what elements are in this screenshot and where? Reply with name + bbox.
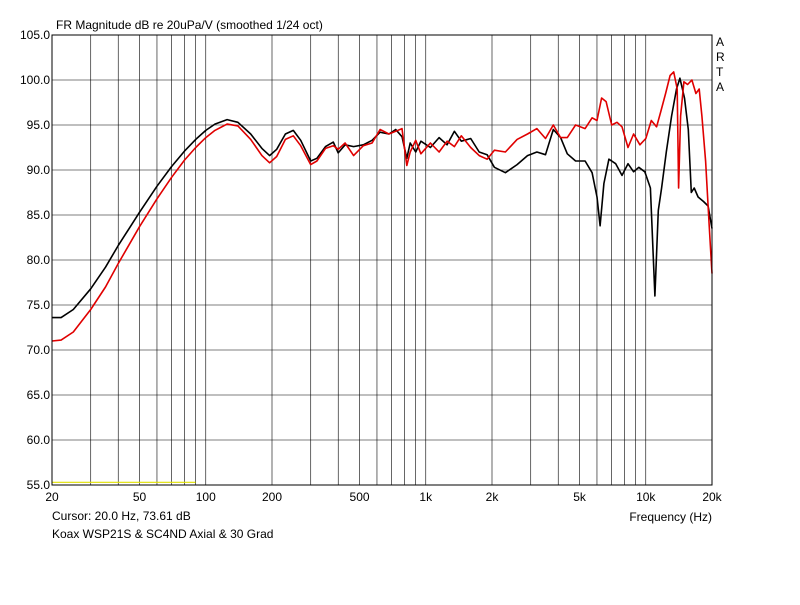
- series-layer: [51, 71, 713, 483]
- grid: [52, 35, 712, 485]
- measurement-caption: Koax WSP21S & SC4ND Axial & 30 Grad: [52, 527, 274, 541]
- x-axis-label: Frequency (Hz): [629, 510, 712, 524]
- series-line-1: [52, 77, 713, 319]
- x-tick-label: 500: [350, 490, 370, 504]
- watermark-letter: R: [716, 50, 725, 64]
- x-tick-label: 200: [262, 490, 282, 504]
- y-tick-label: 60.0: [27, 433, 51, 447]
- y-tick-label: 70.0: [27, 343, 51, 357]
- x-tick-label: 1k: [419, 490, 433, 504]
- x-tick-label: 100: [196, 490, 216, 504]
- x-tick-label: 2k: [486, 490, 500, 504]
- cursor-readout: Cursor: 20.0 Hz, 73.61 dB: [52, 509, 191, 523]
- x-tick-label: 50: [133, 490, 147, 504]
- watermark-letter: A: [716, 80, 725, 94]
- x-tick-label: 10k: [636, 490, 656, 504]
- y-tick-label: 90.0: [27, 163, 51, 177]
- x-tick-label: 20: [45, 490, 59, 504]
- plot-frame: [51, 34, 713, 486]
- watermark-letter: A: [716, 35, 725, 49]
- series-line-2: [51, 71, 713, 342]
- x-axis-ticks: 20 50 100 200 500 1k 2k 5k 10k 20k: [45, 490, 722, 504]
- chart-title: FR Magnitude dB re 20uPa/V (smoothed 1/2…: [56, 18, 323, 32]
- y-axis-ticks: 105.0 100.0 95.0 90.0 85.0 80.0 75.0 70.0 65.0 60…: [20, 28, 50, 492]
- y-tick-label: 100.0: [20, 73, 50, 87]
- x-tick-label: 5k: [573, 490, 587, 504]
- y-tick-label: 95.0: [27, 118, 51, 132]
- y-tick-label: 75.0: [27, 298, 51, 312]
- y-tick-label: 105.0: [20, 28, 50, 42]
- x-tick-label: 20k: [702, 490, 722, 504]
- watermark-letter: T: [716, 65, 724, 79]
- y-tick-label: 80.0: [27, 253, 51, 267]
- y-tick-label: 85.0: [27, 208, 51, 222]
- y-tick-label: 65.0: [27, 388, 51, 402]
- y-tick-label: 55.0: [27, 478, 51, 492]
